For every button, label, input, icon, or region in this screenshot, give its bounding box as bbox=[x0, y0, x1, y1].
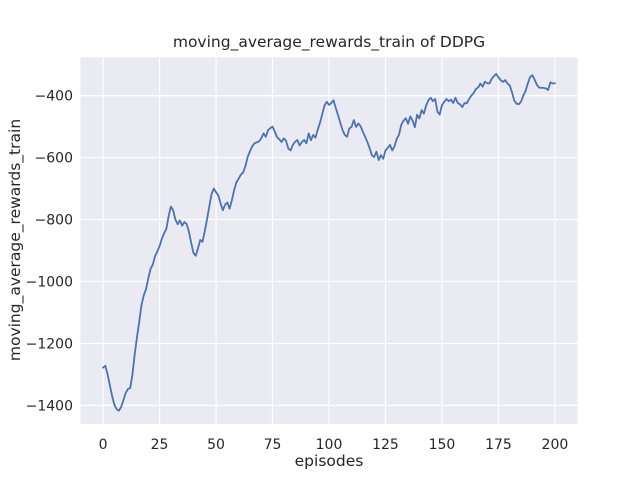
x-tick-label: 100 bbox=[316, 437, 343, 453]
y-tick-label: −800 bbox=[35, 213, 73, 229]
y-tick-label: −1000 bbox=[26, 274, 73, 290]
gridlines bbox=[80, 57, 578, 424]
x-tick-label: 50 bbox=[207, 437, 225, 453]
y-tick-label: −400 bbox=[35, 89, 73, 105]
x-tick-label: 150 bbox=[429, 437, 456, 453]
y-tick-label: −1200 bbox=[26, 336, 73, 352]
x-tick-label: 0 bbox=[99, 437, 108, 453]
series-line bbox=[102, 73, 556, 412]
x-tick-labels: 0 25 50 75 100 125 150 175 200 bbox=[99, 437, 569, 453]
x-tick-label: 125 bbox=[372, 437, 399, 453]
chart-title: moving_average_rewards_train of DDPG bbox=[173, 33, 485, 52]
series-line-group bbox=[102, 73, 556, 412]
y-tick-label: −1400 bbox=[26, 398, 73, 414]
x-tick-label: 200 bbox=[542, 437, 569, 453]
x-axis-label: episodes bbox=[295, 452, 364, 470]
y-tick-label: −600 bbox=[35, 151, 73, 167]
x-tick-label: 175 bbox=[485, 437, 512, 453]
y-tick-labels: −400 −600 −800 −1000 −1200 −1400 bbox=[26, 89, 73, 415]
y-axis-label: moving_average_rewards_train bbox=[6, 119, 25, 361]
x-tick-label: 25 bbox=[151, 437, 169, 453]
x-tick-label: 75 bbox=[264, 437, 282, 453]
